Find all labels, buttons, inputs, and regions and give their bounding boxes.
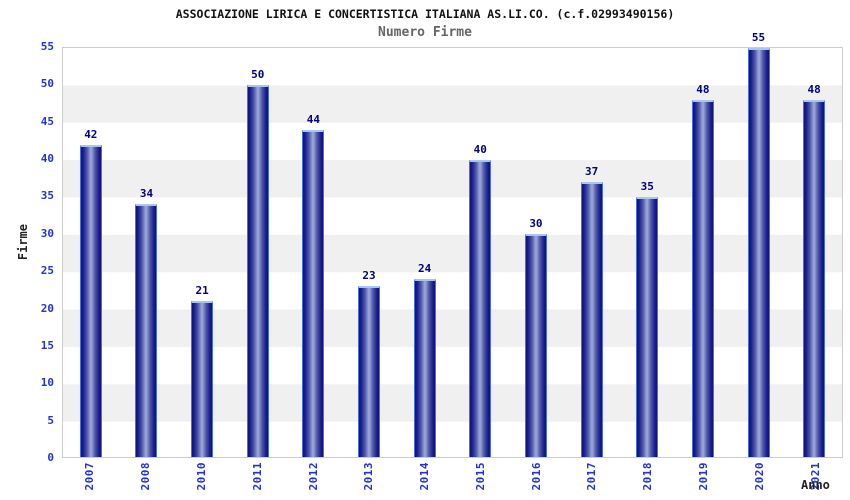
bar-slot: 48 — [786, 48, 842, 457]
x-slot: 2017 — [564, 462, 620, 500]
x-tick-label: 2013 — [362, 462, 376, 491]
bar-value-label: 34 — [139, 187, 154, 201]
x-slot: 2015 — [452, 462, 508, 500]
bar-value-label: 44 — [306, 112, 320, 126]
bar-slot: 42 — [63, 48, 119, 457]
x-slot: 2020 — [731, 462, 787, 500]
bar — [803, 100, 826, 457]
bar — [358, 285, 381, 457]
x-slot: 2012 — [285, 462, 341, 500]
y-tick-label: 0 — [47, 450, 54, 464]
x-tick-label: 2017 — [585, 462, 599, 491]
bar — [524, 233, 547, 457]
bar-slot: 50 — [230, 48, 286, 457]
x-slot: 2016 — [508, 462, 564, 500]
x-slot: 2019 — [676, 462, 732, 500]
x-tick-label: 2020 — [752, 462, 766, 491]
bar-value-label: 24 — [418, 261, 432, 275]
y-axis: 55 50 45 40 35 30 25 20 15 10 5 0 — [0, 40, 54, 465]
x-axis-label: Anno — [801, 478, 830, 492]
y-tick-label: 5 — [47, 413, 54, 427]
bar-slot: 24 — [397, 48, 453, 457]
x-slot: 2008 — [118, 462, 174, 500]
y-tick-label: 55 — [40, 40, 54, 53]
bar — [135, 204, 158, 457]
bar-slot: 48 — [675, 48, 731, 457]
bar-slot: 37 — [564, 48, 620, 457]
x-slot: 2010 — [174, 462, 230, 500]
bar — [302, 129, 325, 457]
bar-value-label: 55 — [751, 31, 766, 44]
y-tick-label: 20 — [40, 301, 54, 315]
bar — [636, 196, 659, 457]
x-tick-label: 2010 — [194, 462, 208, 491]
x-tick-label: 2016 — [529, 462, 543, 491]
bar-slot: 55 — [731, 32, 787, 457]
chart-subtitle: Numero Firme — [378, 25, 472, 40]
bar-value-label: 50 — [251, 68, 265, 82]
x-tick-label: 2019 — [696, 462, 710, 491]
bar — [747, 48, 770, 457]
x-tick-label: 2018 — [641, 462, 655, 491]
bar — [79, 144, 102, 457]
bar-slot: 30 — [508, 48, 564, 457]
y-tick-label: 50 — [40, 77, 54, 91]
y-tick-label: 35 — [40, 189, 54, 203]
bar-value-label: 30 — [529, 216, 543, 230]
y-tick-label: 40 — [40, 152, 54, 166]
x-tick-label: 2007 — [83, 462, 97, 491]
bar-value-label: 48 — [807, 83, 821, 97]
x-tick-label: 2008 — [139, 462, 153, 491]
x-slot: 2014 — [397, 462, 453, 500]
plot-area: 42 34 21 50 44 23 24 40 30 37 35 48 55 48 — [62, 32, 843, 458]
x-tick-label: 2014 — [418, 462, 432, 491]
bar-value-label: 40 — [473, 142, 487, 156]
bars-row: 42 34 21 50 44 23 24 40 30 37 35 48 55 48 — [63, 32, 842, 457]
x-axis: 2007 2008 2010 2011 2012 2013 2014 2015 2016 2017… — [62, 462, 843, 500]
bar-slot: 21 — [174, 48, 230, 457]
x-slot: 2013 — [341, 462, 397, 500]
bar — [469, 159, 492, 457]
y-tick-label: 30 — [40, 226, 54, 240]
bar-slot: 40 — [452, 48, 508, 457]
chart-title: ASSOCIAZIONE LIRICA E CONCERTISTICA ITAL… — [175, 7, 675, 21]
y-tick-label: 10 — [40, 376, 54, 390]
bar-slot: 23 — [341, 48, 397, 457]
x-tick-label: 2015 — [473, 462, 487, 491]
y-tick-label: 45 — [40, 114, 54, 128]
bar-value-label: 48 — [696, 83, 710, 97]
bar — [246, 85, 269, 457]
bar — [413, 278, 436, 457]
bar — [580, 181, 603, 457]
y-tick-label: 15 — [40, 338, 54, 352]
x-slot: 2007 — [62, 462, 118, 500]
bar-slot: 44 — [286, 48, 342, 457]
y-tick-label: 25 — [40, 264, 54, 278]
bar-value-label: 23 — [362, 268, 376, 282]
x-tick-label: 2012 — [306, 462, 320, 491]
bar — [191, 300, 214, 457]
bar-slot: 34 — [119, 48, 175, 457]
x-slot: 2018 — [620, 462, 676, 500]
bar-slot: 35 — [619, 48, 675, 457]
bar-value-label: 21 — [195, 283, 209, 297]
bar — [691, 100, 714, 457]
bar-value-label: 42 — [84, 127, 98, 141]
x-slot: 2011 — [229, 462, 285, 500]
x-tick-label: 2011 — [250, 462, 264, 491]
bar-value-label: 35 — [640, 179, 654, 193]
bar-value-label: 37 — [584, 164, 599, 178]
